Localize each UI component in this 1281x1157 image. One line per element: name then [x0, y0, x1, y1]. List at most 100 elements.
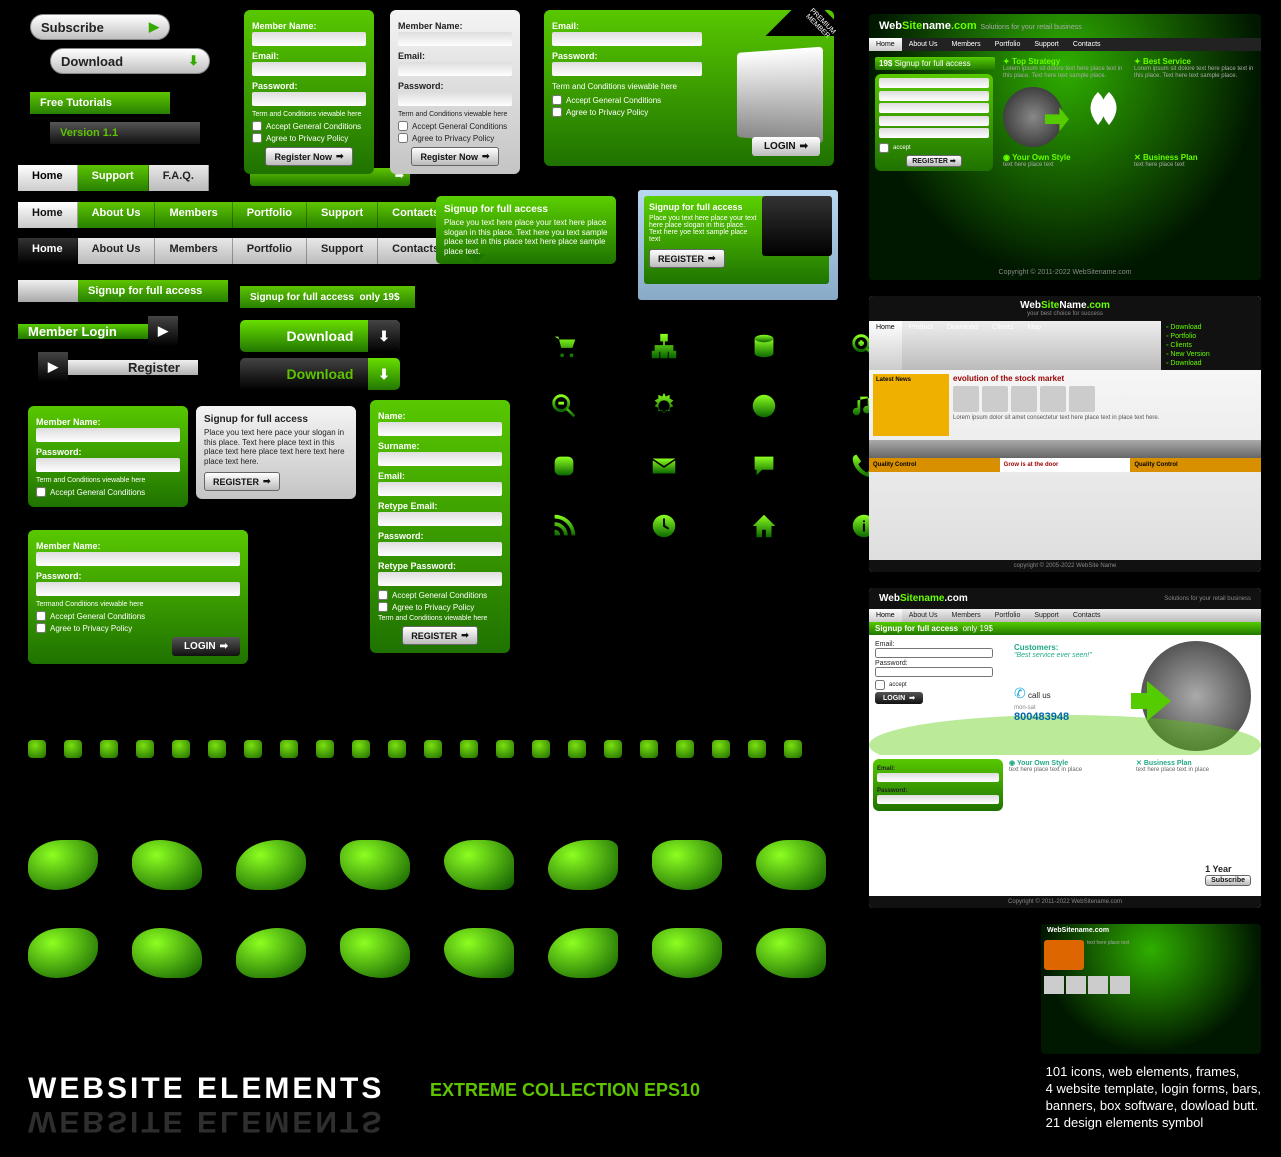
signup-bar[interactable]: Signup for full access: [78, 280, 228, 302]
download-green-button[interactable]: Download⬇: [240, 320, 400, 352]
password-input[interactable]: [552, 62, 702, 76]
surname-input[interactable]: [378, 452, 502, 466]
chk-conditions[interactable]: [398, 121, 408, 131]
password-input[interactable]: [378, 542, 502, 556]
register-button[interactable]: ▶ Register: [38, 352, 198, 382]
member-name-input[interactable]: [398, 32, 512, 46]
nav-item[interactable]: Product: [902, 321, 940, 370]
tab-about[interactable]: About Us: [78, 202, 156, 228]
version-button[interactable]: Version 1.1: [50, 122, 200, 144]
download-dark-button[interactable]: Download⬇: [240, 358, 400, 390]
register-button[interactable]: REGISTER ➡: [204, 472, 280, 491]
nav-item[interactable]: Contacts: [1066, 609, 1108, 622]
tab-support[interactable]: Support: [307, 202, 378, 228]
nav-item[interactable]: Contacts: [1066, 38, 1108, 51]
register-button[interactable]: REGISTER ➡: [906, 155, 962, 167]
nav-item[interactable]: Portfolio: [988, 609, 1028, 622]
chk-conditions[interactable]: [36, 611, 46, 621]
terms-link[interactable]: Term and Conditions viewable here: [378, 615, 502, 622]
chk[interactable]: [879, 143, 889, 153]
side-item[interactable]: ◦ Clients: [1163, 341, 1259, 350]
login-button[interactable]: LOGIN ➡: [875, 692, 923, 704]
terms-link[interactable]: Term and Conditions viewable here: [252, 111, 366, 118]
nav-item[interactable]: Members: [944, 609, 987, 622]
side-item[interactable]: ◦ New Version: [1163, 350, 1259, 359]
chk[interactable]: [875, 680, 885, 690]
nav-item[interactable]: Home: [869, 609, 902, 622]
tab-home[interactable]: Home: [18, 238, 78, 264]
tab-members[interactable]: Members: [155, 202, 232, 228]
login-button[interactable]: LOGIN ➡: [172, 637, 240, 656]
tab-members[interactable]: Members: [155, 238, 232, 264]
email-input[interactable]: [398, 62, 512, 76]
tab-home[interactable]: Home: [18, 202, 78, 228]
side-item[interactable]: ◦ Download: [1163, 323, 1259, 332]
free-tutorials-button[interactable]: Free Tutorials: [30, 92, 170, 114]
chk-conditions[interactable]: [552, 95, 562, 105]
nav-item[interactable]: Home: [869, 321, 902, 370]
input[interactable]: [879, 116, 989, 126]
tab-support[interactable]: Support: [307, 238, 378, 264]
tab-faq[interactable]: F.A.Q.: [149, 165, 209, 191]
tab-portfolio[interactable]: Portfolio: [233, 202, 307, 228]
signup-price-bar[interactable]: Signup for full access only 19$: [240, 286, 415, 308]
password-input[interactable]: [398, 92, 512, 106]
input[interactable]: [879, 128, 989, 138]
nav-item[interactable]: Support: [1027, 609, 1066, 622]
nav-item[interactable]: Support: [1027, 38, 1066, 51]
chk-conditions[interactable]: [378, 590, 388, 600]
password-input[interactable]: [36, 582, 240, 596]
nav-item[interactable]: Clients: [985, 321, 1020, 370]
member-name-input[interactable]: [36, 552, 240, 566]
email-input[interactable]: [875, 648, 993, 658]
password-input[interactable]: [36, 458, 180, 472]
terms-link[interactable]: Term and Conditions viewable here: [552, 82, 702, 91]
input[interactable]: [879, 91, 989, 101]
chk-privacy[interactable]: [36, 623, 46, 633]
nav-item[interactable]: Members: [944, 38, 987, 51]
nav-item[interactable]: Portfolio: [988, 38, 1028, 51]
input[interactable]: [879, 103, 989, 113]
nav-item[interactable]: Home: [869, 38, 902, 51]
member-login-button[interactable]: Member Login ▶: [18, 316, 178, 346]
chk-privacy[interactable]: [398, 133, 408, 143]
tab-portfolio[interactable]: Portfolio: [233, 238, 307, 264]
name-input[interactable]: [378, 422, 502, 436]
register-button[interactable]: REGISTER ➡: [649, 249, 725, 268]
member-name-input[interactable]: [36, 428, 180, 442]
chk-privacy[interactable]: [378, 602, 388, 612]
nav-item[interactable]: Download: [940, 321, 985, 370]
subscribe-button[interactable]: Subscribe▶: [30, 14, 170, 40]
tab-support[interactable]: Support: [78, 165, 149, 191]
terms-link[interactable]: Term and Conditions viewable here: [36, 477, 180, 484]
side-item[interactable]: ◦ Portfolio: [1163, 332, 1259, 341]
chk-conditions[interactable]: [36, 487, 46, 497]
email-input[interactable]: [252, 62, 366, 76]
nav-item[interactable]: Map: [1020, 321, 1048, 370]
register-now-button[interactable]: Register Now ➡: [265, 147, 352, 166]
chk-privacy[interactable]: [552, 107, 562, 117]
terms-link[interactable]: Term and Conditions viewable here: [398, 111, 512, 118]
password-input[interactable]: [875, 667, 993, 677]
download-button[interactable]: Download⬇: [50, 48, 210, 74]
login-button[interactable]: LOGIN ➡: [752, 137, 820, 156]
tab-about[interactable]: About Us: [78, 238, 156, 264]
email-input[interactable]: [552, 32, 702, 46]
input[interactable]: [877, 773, 999, 782]
email-input[interactable]: [378, 482, 502, 496]
member-name-input[interactable]: [252, 32, 366, 46]
input[interactable]: [879, 78, 989, 88]
retype-password-input[interactable]: [378, 572, 502, 586]
chk-conditions[interactable]: [252, 121, 262, 131]
terms-link[interactable]: Termand Conditions viewable here: [36, 601, 240, 608]
password-input[interactable]: [252, 92, 366, 106]
register-now-button[interactable]: Register Now ➡: [411, 147, 498, 166]
input[interactable]: [877, 795, 999, 804]
retype-email-input[interactable]: [378, 512, 502, 526]
tab-home[interactable]: Home: [18, 165, 78, 191]
chk-privacy[interactable]: [252, 133, 262, 143]
register-button[interactable]: REGISTER ➡: [402, 626, 478, 645]
side-item[interactable]: ◦ Download: [1163, 359, 1259, 368]
nav-item[interactable]: About Us: [902, 609, 945, 622]
subscribe-button[interactable]: Subscribe: [1205, 875, 1251, 886]
